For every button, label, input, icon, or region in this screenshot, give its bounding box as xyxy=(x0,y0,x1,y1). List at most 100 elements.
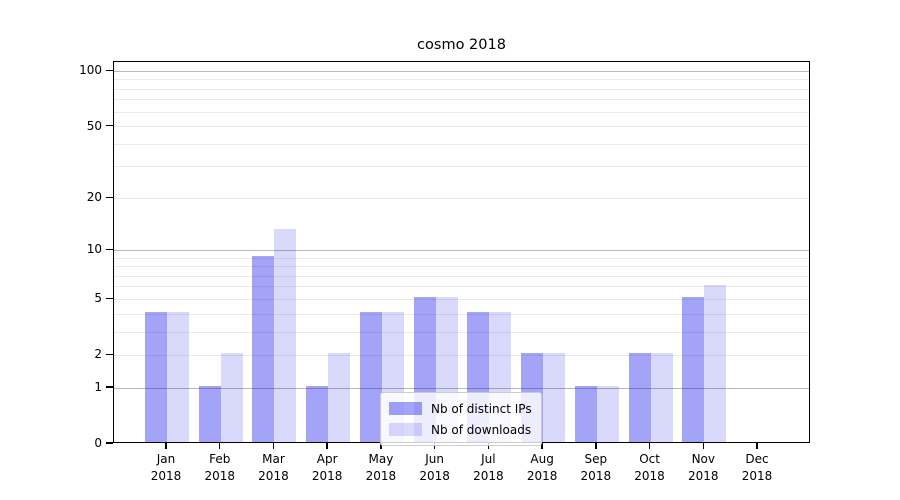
x-tick-year: 2018 xyxy=(634,468,665,483)
gridline-major xyxy=(114,387,809,389)
bar-apr-distinct-ips xyxy=(306,386,329,442)
x-tick xyxy=(541,443,543,449)
bar-sep-downloads xyxy=(596,386,619,442)
gridline-minor xyxy=(114,257,809,259)
x-tick-month: Nov xyxy=(691,452,715,466)
x-tick-month: Oct xyxy=(639,452,660,466)
x-tick-month: Apr xyxy=(316,452,338,466)
bar-jan-distinct-ips xyxy=(145,312,167,442)
x-tick-month: Feb xyxy=(209,452,231,466)
legend-swatch-downloads xyxy=(389,423,422,436)
x-tick-label: May 2018 xyxy=(349,451,413,484)
x-tick xyxy=(218,443,221,449)
x-tick-year: 2018 xyxy=(526,468,558,483)
bar-jan-downloads xyxy=(167,312,189,442)
gridline-minor xyxy=(114,313,809,315)
x-tick-label: Nov 2018 xyxy=(671,451,735,484)
y-tick-label: 2 xyxy=(94,347,102,362)
chart-title: cosmo 2018 xyxy=(417,37,506,53)
y-tick xyxy=(106,297,113,300)
gridline-minor xyxy=(114,331,809,333)
bar-oct-distinct-ips xyxy=(628,353,651,442)
gridline-minor xyxy=(114,298,809,300)
x-tick xyxy=(487,443,490,449)
bar-nov-downloads xyxy=(704,284,727,442)
x-tick-month: Aug xyxy=(530,452,554,466)
x-tick-month: Dec xyxy=(745,452,769,466)
x-tick xyxy=(272,443,275,449)
gridline-minor xyxy=(114,79,809,81)
legend-label-downloads: Nb of downloads xyxy=(431,422,532,437)
x-tick xyxy=(595,443,597,449)
gridline-major xyxy=(114,249,809,251)
x-tick xyxy=(326,443,328,449)
x-tick xyxy=(648,443,651,449)
bar-oct-downloads xyxy=(650,353,673,442)
bar-aug-downloads xyxy=(543,353,566,442)
x-tick-year: 2018 xyxy=(150,468,182,483)
gridline-minor xyxy=(114,286,809,288)
y-tick xyxy=(106,196,113,198)
x-tick-label: Feb 2018 xyxy=(188,451,252,484)
bar-mar-downloads xyxy=(274,229,297,442)
gridline-minor xyxy=(114,88,809,90)
legend-label-distinct-ips: Nb of distinct IPs xyxy=(431,401,532,416)
gridline-minor xyxy=(114,275,809,277)
y-tick-label: 5 xyxy=(94,291,102,306)
x-tick-month: Mar xyxy=(262,452,285,466)
legend: Nb of distinct IPs Nb of downloads xyxy=(380,392,542,446)
x-tick-year: 2018 xyxy=(258,468,289,483)
x-tick xyxy=(165,443,167,449)
gridline-minor xyxy=(114,111,809,113)
legend-swatch-distinct-ips xyxy=(389,402,422,415)
gridline-minor xyxy=(114,354,809,356)
gridline-minor xyxy=(114,126,809,128)
x-tick-label: Dec 2018 xyxy=(725,451,789,484)
bar-nov-distinct-ips xyxy=(682,297,705,442)
x-tick-label: Jun 2018 xyxy=(403,451,467,484)
x-tick-label: Mar 2018 xyxy=(241,451,305,484)
y-tick xyxy=(106,69,113,72)
y-tick xyxy=(106,353,113,356)
y-tick-label: 20 xyxy=(86,190,102,205)
gridline-minor xyxy=(114,166,809,168)
x-tick-label: Jan 2018 xyxy=(134,451,198,484)
x-tick-year: 2018 xyxy=(204,468,235,483)
bar-feb-distinct-ips xyxy=(198,386,221,442)
y-tick-label: 10 xyxy=(86,242,102,257)
x-tick xyxy=(433,443,436,449)
x-tick-month: Sep xyxy=(584,452,608,466)
x-tick xyxy=(702,443,705,449)
x-tick xyxy=(380,443,382,449)
bar-mar-distinct-ips xyxy=(252,256,275,442)
plot-area: Nb of distinct IPs Nb of downloads xyxy=(113,61,810,446)
y-tick xyxy=(106,248,113,251)
bar-apr-downloads xyxy=(328,353,351,442)
gridline-minor xyxy=(114,197,809,199)
gridline-minor xyxy=(114,266,809,268)
x-tick-label: Sep 2018 xyxy=(564,451,628,484)
x-tick-month: Jan xyxy=(156,452,176,466)
y-tick xyxy=(106,442,113,444)
x-tick xyxy=(756,443,758,449)
x-tick-label: Jul 2018 xyxy=(456,451,520,484)
bar-sep-distinct-ips xyxy=(574,386,597,442)
y-tick-label: 0 xyxy=(94,436,102,450)
legend-item-distinct-ips: Nb of distinct IPs xyxy=(389,398,532,419)
gridline-minor xyxy=(114,143,809,145)
y-tick xyxy=(106,386,113,388)
x-tick-year: 2018 xyxy=(365,468,397,483)
x-tick-month: May xyxy=(368,452,394,466)
bar-feb-downloads xyxy=(220,353,243,442)
x-tick-year: 2018 xyxy=(580,468,612,483)
x-tick-year: 2018 xyxy=(473,468,504,483)
x-tick-year: 2018 xyxy=(311,468,343,483)
x-tick-label: Apr 2018 xyxy=(295,451,359,484)
y-tick xyxy=(106,124,113,127)
x-tick-month: Jun xyxy=(425,452,445,466)
bar-may-distinct-ips xyxy=(359,312,382,442)
y-tick-label: 1 xyxy=(94,380,102,395)
x-tick-label: Aug 2018 xyxy=(510,451,574,484)
legend-item-downloads: Nb of downloads xyxy=(389,419,532,440)
